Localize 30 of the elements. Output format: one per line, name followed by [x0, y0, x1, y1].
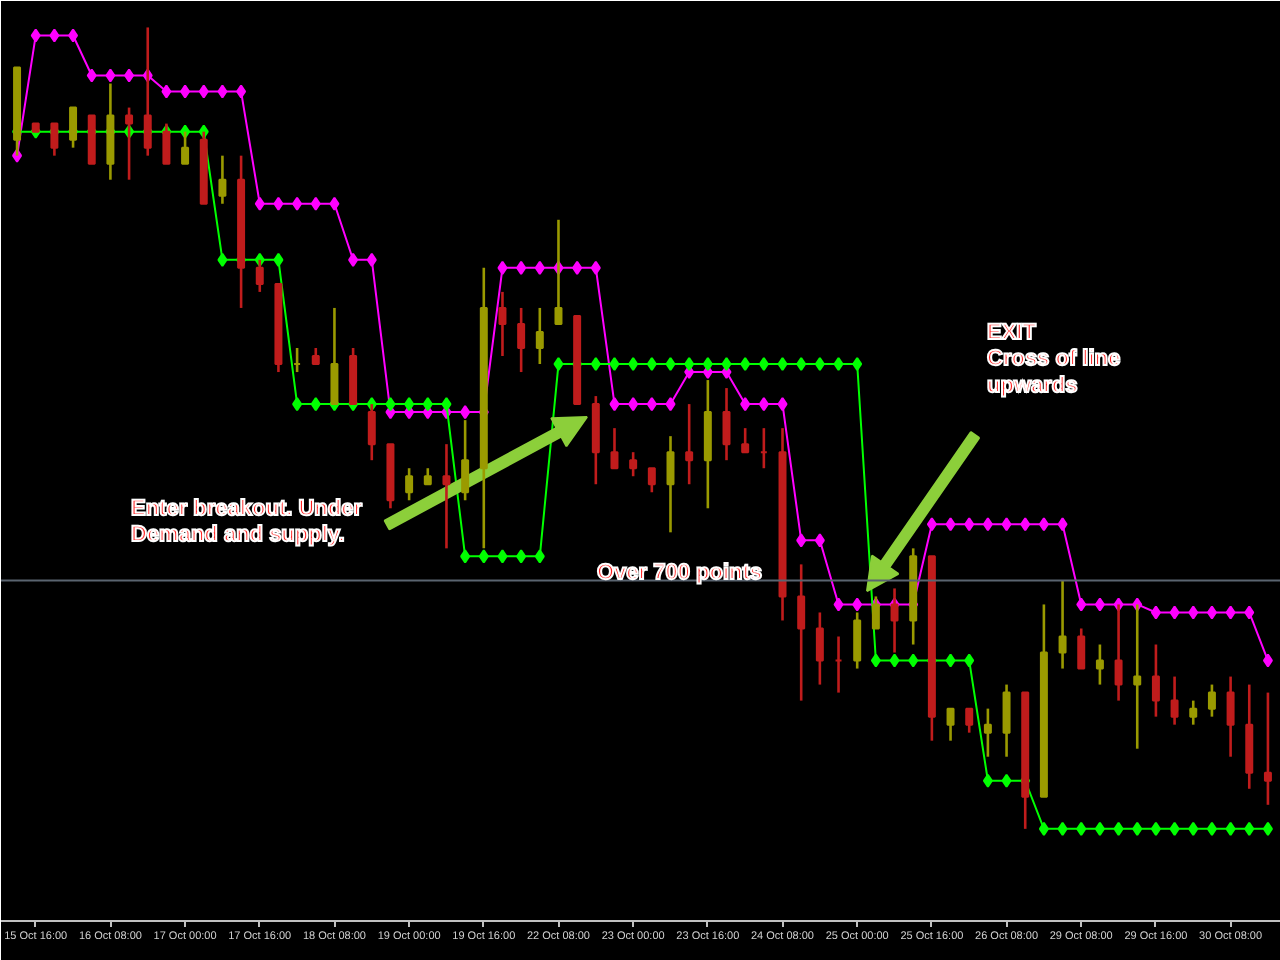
- candlestick: [853, 611, 862, 670]
- candlestick: [498, 290, 507, 358]
- annotation: Over 700 points: [597, 561, 763, 585]
- candlestick: [1189, 699, 1198, 726]
- annotation: EXIT Cross of line upwards: [987, 321, 1121, 398]
- candlestick: [1226, 675, 1235, 759]
- candlestick: [815, 611, 824, 686]
- candlestick: [442, 442, 451, 550]
- candlestick: [610, 426, 619, 470]
- candlestick: [405, 466, 414, 502]
- candlestick: [685, 402, 694, 486]
- candlestick: [1058, 579, 1067, 670]
- candlestick: [946, 707, 955, 742]
- candlestick: [1263, 691, 1272, 807]
- annotation: Enter breakout. Under Demand and supply.: [131, 497, 364, 548]
- candlestick: [1095, 643, 1104, 686]
- candlestick: [218, 154, 227, 206]
- candlestick: [983, 707, 992, 759]
- candlestick: [797, 563, 806, 702]
- candlestick: [1151, 643, 1160, 718]
- candlestick: [535, 306, 544, 366]
- candlestick: [629, 450, 638, 478]
- candlestick: [1002, 683, 1011, 759]
- candlestick: [965, 707, 974, 734]
- candlestick: [1207, 683, 1216, 718]
- candlestick: [1170, 675, 1179, 726]
- candlestick: [741, 426, 750, 454]
- candlestick: [517, 306, 526, 374]
- candlestick: [1077, 627, 1086, 670]
- candlestick: [647, 466, 656, 494]
